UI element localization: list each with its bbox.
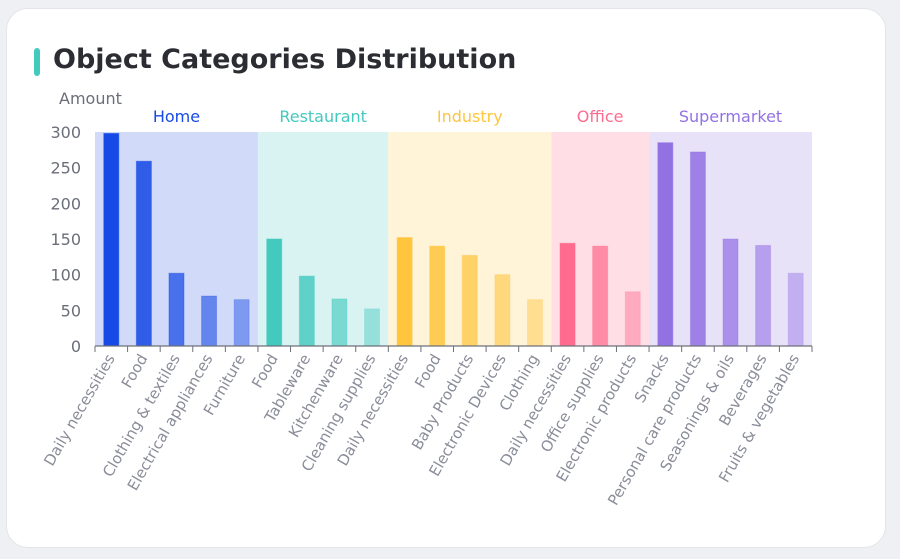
- bar: [364, 308, 381, 347]
- x-tick-label: Food: [411, 351, 445, 391]
- bar: [429, 245, 446, 347]
- x-tick-label: Food: [118, 351, 152, 391]
- bar: [135, 160, 152, 347]
- y-tick-label: 0: [71, 337, 81, 356]
- bar: [168, 272, 185, 347]
- bar: [526, 299, 543, 347]
- bar: [689, 151, 706, 347]
- x-tick-label: Food: [248, 351, 282, 391]
- bar: [233, 299, 250, 347]
- bar: [461, 254, 478, 347]
- y-tick-label: 150: [50, 230, 81, 249]
- bar: [559, 242, 576, 347]
- group-label: Supermarket: [679, 107, 782, 126]
- y-tick-label: 100: [50, 266, 81, 285]
- chart-title: Object Categories Distribution: [53, 44, 517, 75]
- bar: [266, 238, 283, 347]
- bar: [201, 295, 218, 347]
- bar: [331, 298, 348, 347]
- bar: [592, 245, 609, 347]
- bar: [494, 274, 511, 347]
- y-axis-title: Amount: [59, 89, 122, 108]
- bar: [787, 272, 804, 347]
- y-tick-label: 250: [50, 159, 81, 178]
- x-tick-label: Daily necessities: [40, 351, 119, 469]
- group-label: Industry: [437, 107, 503, 126]
- bar: [624, 291, 641, 347]
- bar: [722, 238, 739, 347]
- bar: [298, 275, 315, 347]
- title-accent-bar: [34, 48, 40, 76]
- y-tick-label: 200: [50, 194, 81, 213]
- bar: [396, 237, 413, 347]
- bar: [103, 132, 120, 347]
- bar: [657, 142, 674, 347]
- group-label: Restaurant: [279, 107, 367, 126]
- bar: [755, 244, 772, 347]
- y-tick-label: 300: [50, 123, 81, 142]
- group-label: Home: [153, 107, 200, 126]
- group-label: Office: [577, 107, 624, 126]
- y-tick-label: 50: [61, 301, 81, 320]
